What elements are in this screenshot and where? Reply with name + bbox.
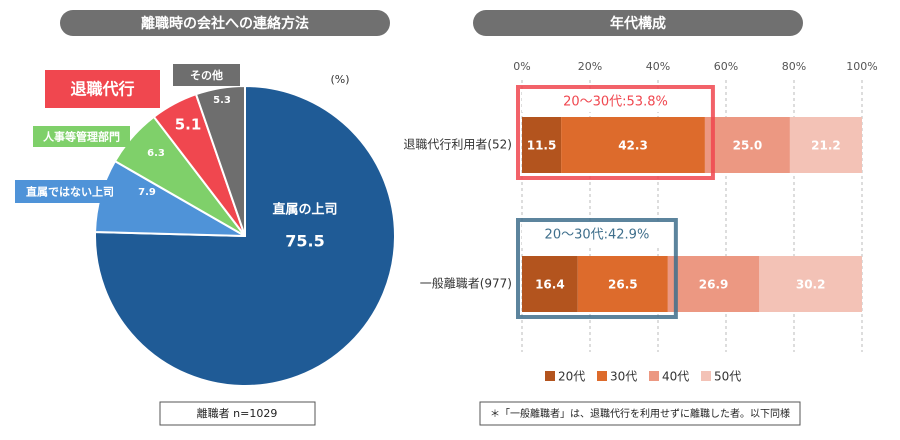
x-tick-label: 80% xyxy=(782,60,806,73)
annotation-bg xyxy=(522,223,668,245)
y-tick-label: 一般離職者(977) xyxy=(420,276,512,291)
bar-segment xyxy=(577,256,668,312)
x-tick-label: 20% xyxy=(578,60,602,73)
slice-label: 直属ではない上司 xyxy=(26,185,114,199)
x-tick-label: 0% xyxy=(513,60,530,73)
label-tag xyxy=(15,180,125,203)
highlight-box xyxy=(516,218,678,319)
note-box xyxy=(159,401,316,426)
data-label: 25.0 xyxy=(733,139,763,153)
data-label: 16.4 xyxy=(535,278,565,292)
data-label: 26.9 xyxy=(699,278,729,292)
unit-label: (%) xyxy=(330,73,349,86)
legend-label: 20代 xyxy=(558,370,585,384)
data-label: 30.2 xyxy=(796,278,826,292)
slice-label: 退職代行 xyxy=(70,80,134,99)
annotation: 20～30代:42.9% xyxy=(545,228,650,243)
data-label: 5.3 xyxy=(213,95,231,106)
highlight-box xyxy=(516,85,715,180)
x-tick-label: 40% xyxy=(646,60,670,73)
note: ＊「一般離職者」は、退職代行を利用せずに離職した者。以下同様 xyxy=(490,407,790,420)
title-pill xyxy=(473,10,803,36)
data-label: 42.3 xyxy=(618,139,648,153)
annotation-bg xyxy=(522,90,705,112)
data-label: 6.3 xyxy=(147,148,165,159)
bar-segment xyxy=(704,117,790,173)
note-box xyxy=(479,401,801,426)
data-label: 7.9 xyxy=(138,187,156,198)
bar-segment xyxy=(667,256,760,312)
legend-swatch xyxy=(597,371,607,381)
label-tag xyxy=(45,70,160,108)
chart-title: 年代構成 xyxy=(610,15,666,32)
label-tag xyxy=(33,126,130,147)
y-tick-label: 退職代行利用者(52) xyxy=(403,138,512,152)
legend-label: 50代 xyxy=(714,370,741,384)
data-label: 5.1 xyxy=(175,116,202,134)
slice-label: 人事等管理部門 xyxy=(43,130,120,144)
data-label: 11.5 xyxy=(527,139,557,153)
slice-label: その他 xyxy=(190,68,223,82)
legend-swatch xyxy=(649,371,659,381)
chart-title: 離職時の会社への連絡方法 xyxy=(141,15,309,32)
legend-label: 30代 xyxy=(610,370,637,384)
bar-segment xyxy=(522,117,562,173)
x-tick-label: 60% xyxy=(714,60,738,73)
bar-segment xyxy=(561,117,705,173)
legend-swatch xyxy=(545,371,555,381)
slice-label: 直属の上司 xyxy=(272,202,337,218)
x-tick-label: 100% xyxy=(846,60,877,73)
bar-segment xyxy=(789,117,862,173)
data-label: 75.5 xyxy=(285,232,324,251)
bar-segment xyxy=(759,256,862,312)
title-pill xyxy=(60,10,390,36)
label-tag xyxy=(173,64,240,86)
annotation: 20～30代:53.8% xyxy=(563,95,668,110)
legend-label: 40代 xyxy=(662,370,689,384)
note: 離職者 n=1029 xyxy=(197,406,278,420)
data-label: 21.2 xyxy=(811,139,841,153)
pie-slice xyxy=(194,84,246,237)
bar-segment xyxy=(522,256,578,312)
data-label: 26.5 xyxy=(608,278,638,292)
legend-swatch xyxy=(701,371,711,381)
